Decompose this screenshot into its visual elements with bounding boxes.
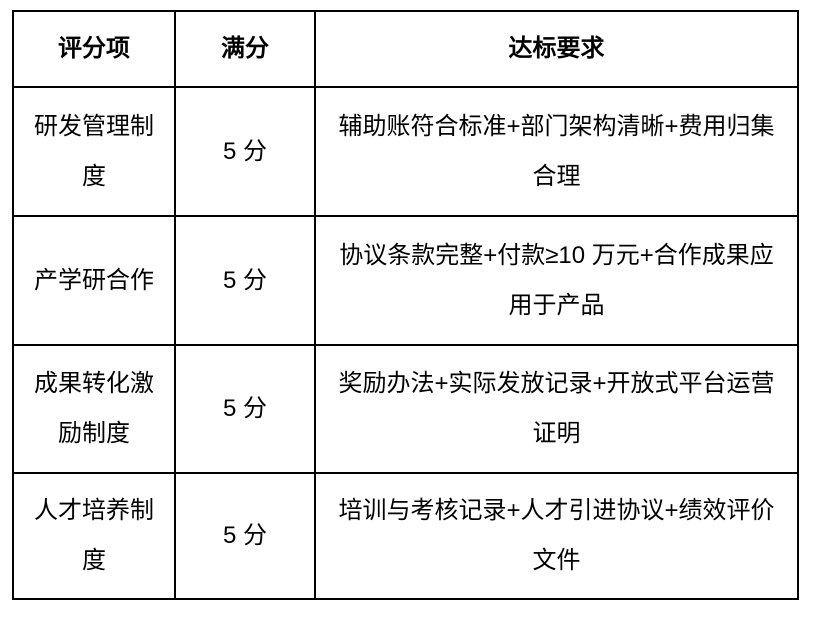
cell-requirement: 协议条款完整+付款≥10 万元+合作成果应 用于产品 [314,215,799,346]
cell-score: 5 分 [174,472,316,600]
table-row: 产学研合作 5 分 协议条款完整+付款≥10 万元+合作成果应 用于产品 [12,215,799,346]
col-header-requirement: 达标要求 [314,10,799,88]
cell-requirement: 奖励办法+实际发放记录+开放式平台运营 证明 [314,344,799,474]
cell-item: 成果转化激 励制度 [12,344,176,474]
cell-score: 5 分 [174,344,316,474]
cell-requirement: 辅助账符合标准+部门架构清晰+费用归集 合理 [314,86,799,217]
cell-item: 产学研合作 [12,215,176,346]
cell-score: 5 分 [174,86,316,217]
scoring-rubric-table: 评分项 满分 达标要求 研发管理制 度 5 分 辅助账符合标准+部门架构清晰+费… [12,10,799,600]
table-row: 人才培养制 度 5 分 培训与考核记录+人才引进协议+绩效评价 文件 [12,472,799,600]
cell-score: 5 分 [174,215,316,346]
table-header-row: 评分项 满分 达标要求 [12,10,799,88]
col-header-score: 满分 [174,10,316,88]
col-header-item: 评分项 [12,10,176,88]
cell-item: 研发管理制 度 [12,86,176,217]
table-row: 成果转化激 励制度 5 分 奖励办法+实际发放记录+开放式平台运营 证明 [12,344,799,474]
cell-item: 人才培养制 度 [12,472,176,600]
table-row: 研发管理制 度 5 分 辅助账符合标准+部门架构清晰+费用归集 合理 [12,86,799,217]
cell-requirement: 培训与考核记录+人才引进协议+绩效评价 文件 [314,472,799,600]
